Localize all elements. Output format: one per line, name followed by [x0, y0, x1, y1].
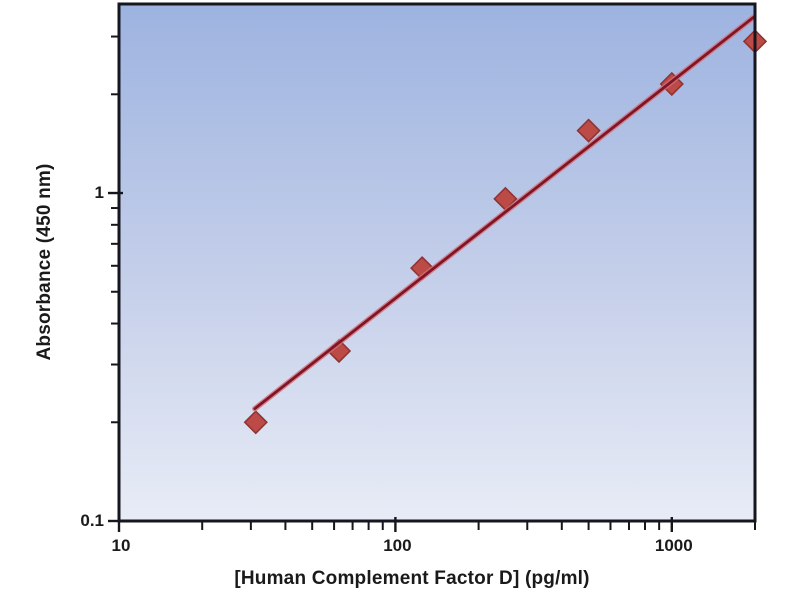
x-tick-label: 10: [111, 536, 131, 555]
x-tick-label: 100: [383, 536, 412, 555]
y-tick-label: 0.1: [80, 511, 104, 530]
y-tick-label: 1: [94, 183, 104, 203]
trend-line: [253, 15, 756, 411]
data-point-diamond: [243, 410, 268, 435]
y-axis-title: Absorbance (450 nm): [34, 163, 55, 361]
x-tick-label: 1000: [654, 536, 693, 555]
x-axis-title: [Human Complement Factor D] (pg/ml): [234, 568, 590, 589]
data-point-diamond: [576, 118, 601, 143]
plot-frame: [117, 2, 757, 523]
